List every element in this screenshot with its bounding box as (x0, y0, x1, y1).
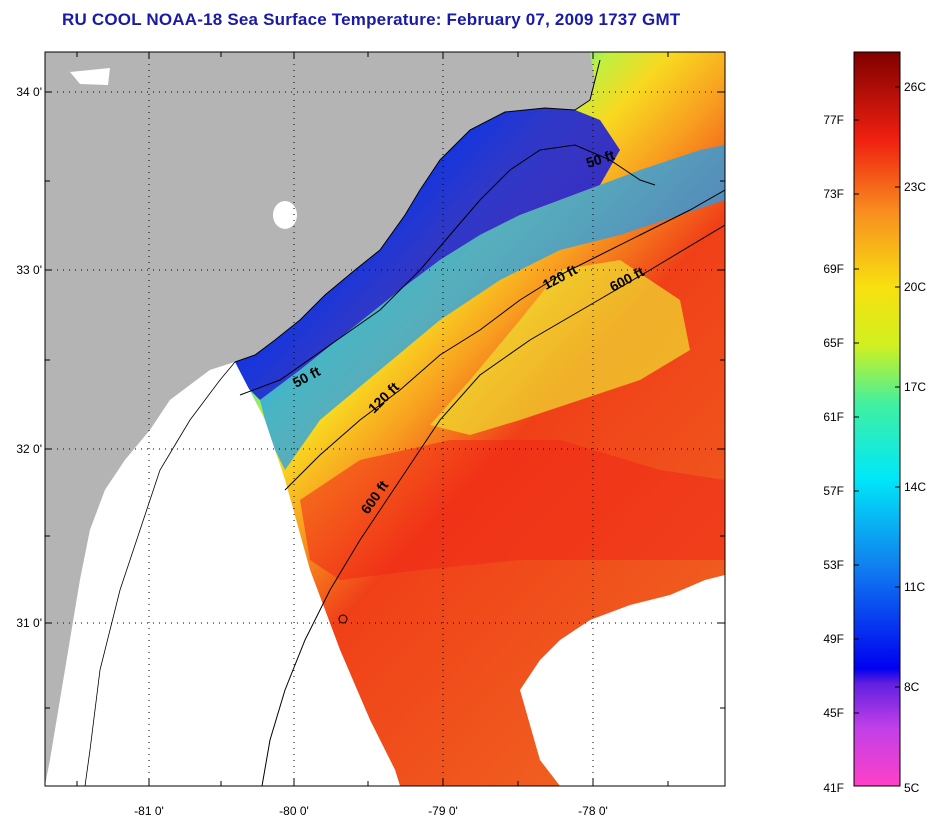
colorbar-label-5c: 5C (904, 781, 920, 795)
lon-label-81: -81 0' (134, 804, 164, 818)
lat-label-31: 31 0' (16, 616, 42, 630)
colorbar-label-45f: 45F (823, 706, 844, 720)
cloud-patch (520, 575, 725, 786)
axis-ticks (45, 52, 725, 786)
colorbar-label-26c: 26C (904, 80, 927, 94)
colorbar-label-53f: 53F (823, 558, 844, 572)
coastline-inland (84, 361, 236, 786)
colorbar-label-14c: 14C (904, 480, 927, 494)
colorbar-label-73f: 73F (823, 187, 844, 201)
colorbar-label-57f: 57F (823, 484, 844, 498)
colorbar-ticks (854, 86, 900, 714)
cold-shelf-water (235, 108, 620, 400)
colorbar-label-61f: 61F (823, 410, 844, 424)
lon-label-80: -80 0' (279, 804, 309, 818)
inland-lake (273, 201, 297, 229)
map-frame (44, 51, 726, 787)
colorbar-label-41f: 41F (823, 781, 844, 795)
contour-600ft-line (261, 224, 725, 786)
inland-water (70, 68, 110, 85)
map-content: 50 ft 120 ft 600 ft 50 ft 120 ft 600 ft (45, 52, 725, 786)
colorbar-label-8c: 8C (904, 680, 920, 694)
colorbar-label-77f: 77F (823, 113, 844, 127)
map-title: RU COOL NOAA-18 Sea Surface Temperature:… (62, 10, 681, 29)
cool-shelf-water (260, 145, 725, 470)
lon-label-79: -79 0' (428, 804, 458, 818)
station-marker (338, 614, 348, 624)
colorbar-label-65f: 65F (823, 336, 844, 350)
lat-label-33: 33 0' (16, 263, 42, 277)
lon-label-78: -78 0' (578, 804, 608, 818)
colorbar-label-20c: 20C (904, 280, 927, 294)
land-strip (45, 505, 90, 786)
colorbar (853, 51, 901, 787)
lat-label-32: 32 0' (16, 442, 42, 456)
coastline (234, 59, 601, 363)
land-area (45, 52, 595, 786)
colorbar-label-17c: 17C (904, 380, 927, 394)
colorbar-label-23c: 23C (904, 180, 927, 194)
yellow-front (430, 260, 690, 435)
lat-lon-grid (45, 52, 725, 786)
colorbar-label-69f: 69F (823, 262, 844, 276)
colorbar-label-49f: 49F (823, 632, 844, 646)
contour-50ft-line (239, 144, 656, 396)
contour-120ft-line (284, 189, 725, 491)
warm-gulf-stream (300, 440, 725, 580)
lat-label-34: 34 0' (16, 85, 42, 99)
swath-edge-nodata (45, 362, 400, 786)
colorbar-label-11c: 11C (904, 580, 926, 594)
